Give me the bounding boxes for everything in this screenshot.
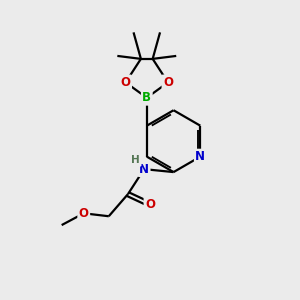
Text: B: B: [142, 91, 151, 104]
Text: O: O: [163, 76, 173, 89]
Text: H: H: [131, 155, 140, 165]
Text: O: O: [145, 198, 155, 211]
Text: O: O: [79, 207, 89, 220]
Text: N: N: [195, 150, 205, 163]
Text: O: O: [121, 76, 130, 89]
Text: N: N: [139, 163, 149, 176]
